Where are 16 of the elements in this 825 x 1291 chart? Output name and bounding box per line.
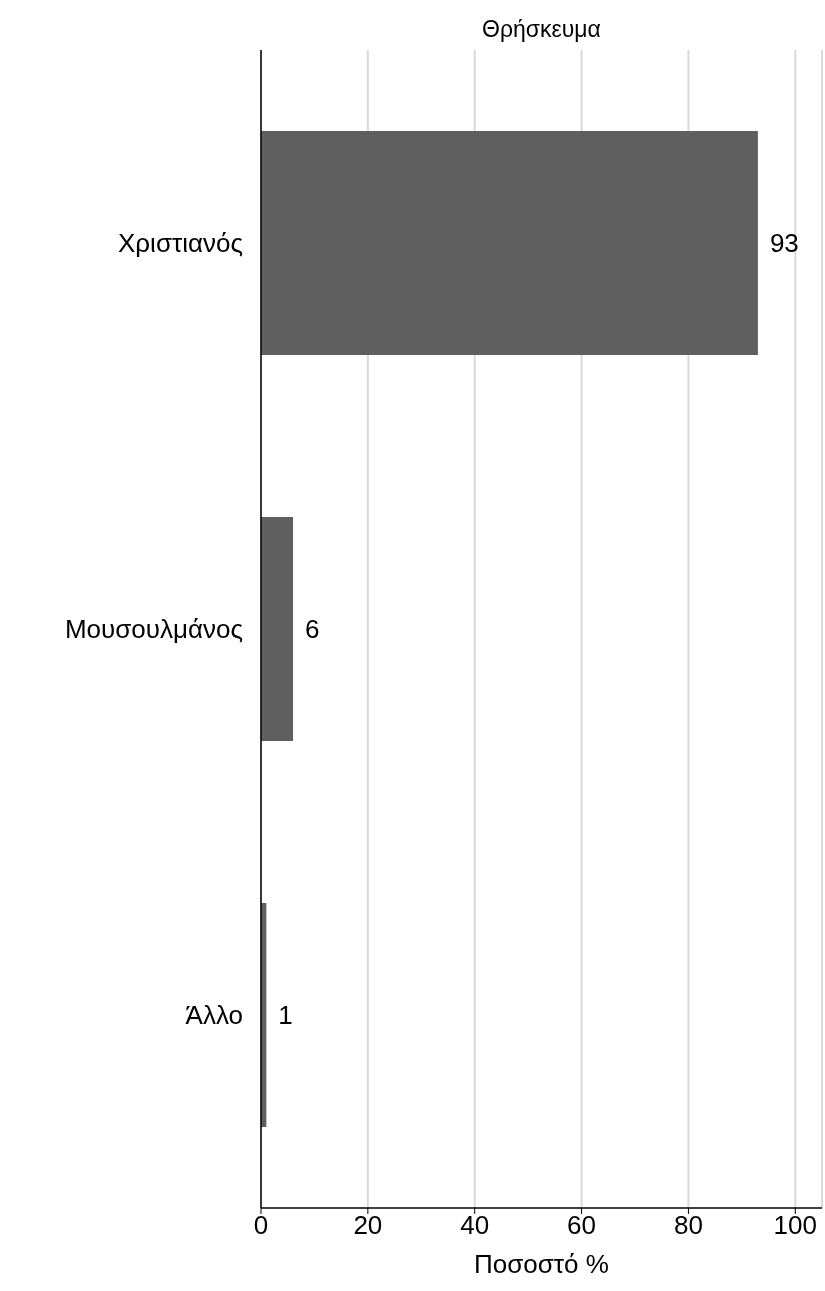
bar xyxy=(261,131,758,356)
y-tick-label: Μουσουλμάνος xyxy=(64,614,243,645)
x-tick-label: 80 xyxy=(673,1210,703,1241)
y-tick-label: Άλλο xyxy=(185,1000,243,1031)
x-axis-title: Ποσοστό % xyxy=(474,1249,609,1279)
data-label: 93 xyxy=(769,228,799,259)
x-tick-label: 100 xyxy=(773,1210,817,1241)
y-tick-label: Χριστιανός xyxy=(117,228,243,259)
data-label: 6 xyxy=(305,614,320,645)
x-tick-label: 40 xyxy=(460,1210,490,1241)
x-tick-label: 0 xyxy=(253,1210,269,1241)
chart-title: Θρήσκευμα xyxy=(481,16,602,43)
x-tick-label: 60 xyxy=(567,1210,597,1241)
bar xyxy=(261,517,294,742)
x-tick-label: 20 xyxy=(353,1210,383,1241)
data-label: 1 xyxy=(278,1000,293,1031)
